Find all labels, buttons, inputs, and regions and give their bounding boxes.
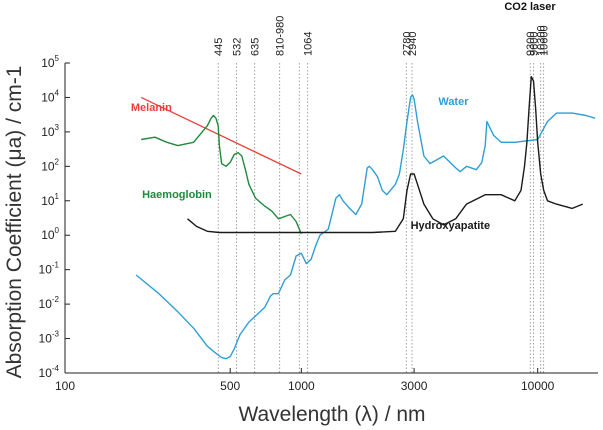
y-tick-label-0: 10-4 bbox=[39, 364, 60, 380]
x-tick-label-1: 500 bbox=[220, 379, 240, 393]
marker-label-5: 1064 bbox=[303, 32, 315, 56]
series-label-haemoglobin: Haemoglobin bbox=[142, 189, 212, 201]
series-line-haemoglobin bbox=[141, 114, 302, 235]
marker-label-10: 10300 bbox=[536, 25, 548, 56]
series-line-hydroxyapatite bbox=[187, 76, 583, 234]
marker-label-11: 10600 bbox=[539, 25, 551, 56]
y-tick-label-5: 101 bbox=[41, 192, 59, 208]
series-label-hydroxyapatite: Hydroxyapatite bbox=[411, 220, 490, 232]
x-axis-title: Wavelength (λ) / nm bbox=[238, 403, 425, 426]
axes bbox=[64, 62, 598, 374]
marker-label-3: 810-980 bbox=[275, 16, 287, 56]
y-tick-label-4: 100 bbox=[41, 226, 59, 242]
marker-lines bbox=[217, 63, 545, 373]
y-axis-title: Absorption Coefficient (μa) / cm-1 bbox=[3, 66, 26, 379]
series-line-melanin bbox=[140, 96, 302, 175]
co2-laser-annotation: CO2 laser bbox=[504, 1, 556, 13]
x-tick-label-0: 100 bbox=[55, 379, 75, 393]
y-tick-label-9: 105 bbox=[41, 54, 59, 70]
series-label-melanin: Melanin bbox=[131, 102, 172, 114]
marker-label-7: 2940 bbox=[407, 32, 419, 56]
x-tick-label-4: 10000 bbox=[521, 379, 555, 393]
y-tick-label-2: 10-2 bbox=[39, 295, 60, 311]
y-tick-label-8: 104 bbox=[41, 88, 59, 104]
series-line-water bbox=[135, 94, 596, 360]
y-tick-label-3: 10-1 bbox=[39, 261, 60, 277]
marker-label-2: 635 bbox=[250, 38, 262, 56]
x-tick-label-2: 1000 bbox=[288, 379, 315, 393]
marker-label-8: 9300 bbox=[525, 32, 537, 56]
y-tick-label-7: 103 bbox=[41, 123, 59, 139]
x-tick-label-3: 3000 bbox=[401, 379, 428, 393]
series-lines bbox=[135, 76, 596, 360]
y-tick-label-1: 10-3 bbox=[39, 330, 60, 346]
marker-label-1: 532 bbox=[232, 38, 244, 56]
y-tick-label-6: 102 bbox=[41, 157, 59, 173]
marker-label-0: 445 bbox=[213, 38, 225, 56]
marker-label-9: 9600 bbox=[528, 32, 540, 56]
series-label-water: Water bbox=[438, 96, 469, 108]
marker-label-6: 2780 bbox=[401, 32, 413, 56]
